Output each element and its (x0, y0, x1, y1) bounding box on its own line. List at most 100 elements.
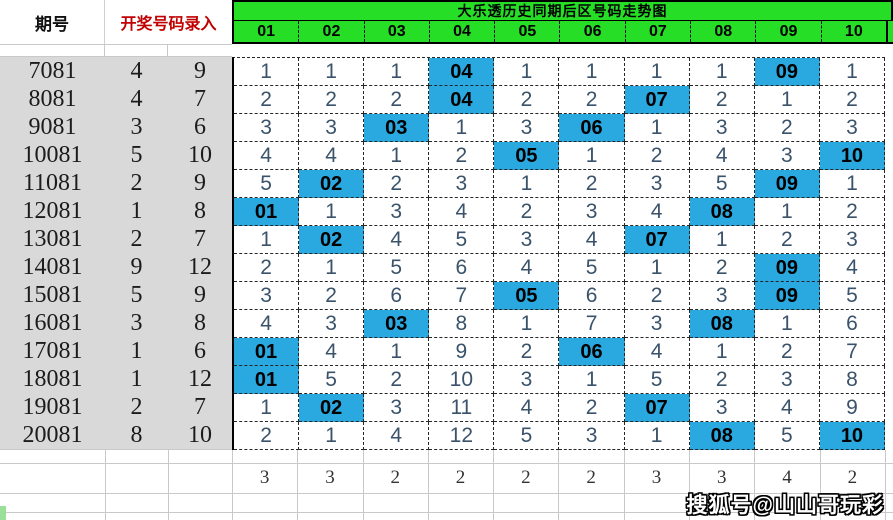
drawn-number-1: 3 (130, 114, 143, 140)
drawn-number-1: 2 (130, 226, 143, 252)
summary-count-07: 3 (651, 467, 662, 488)
trend-cell-12081-09: 1 (754, 198, 820, 226)
summary-count-06: 2 (586, 467, 596, 488)
trend-cell-15081-06: 6 (559, 282, 625, 310)
drawn-number-1: 1 (130, 366, 143, 392)
trend-cell-13081-05: 3 (494, 226, 560, 254)
trend-cell-9081-05: 3 (494, 114, 560, 142)
trend-cell-20081-07: 1 (624, 422, 690, 450)
drawn-number-1: 2 (130, 170, 143, 196)
watermark: 搜狐号@山山哥玩彩 (686, 494, 884, 517)
drawn-number-2: 8 (194, 310, 206, 336)
gridline (885, 450, 886, 520)
trend-cell-15081-09: 09 (754, 282, 820, 310)
summary-count-08: 3 (716, 467, 727, 488)
trend-cell-15081-08: 3 (689, 282, 755, 310)
trend-cell-20081-09: 5 (754, 422, 820, 450)
period-cell: 14081 (22, 254, 83, 280)
trend-cell-14081-02: 1 (299, 254, 365, 282)
trend-cell-14081-10: 4 (819, 254, 885, 282)
trend-cell-12081-04: 4 (429, 198, 495, 226)
drawn-number-2: 9 (194, 58, 206, 84)
trend-cell-8081-09: 1 (754, 86, 820, 114)
drawn-number-2: 12 (188, 254, 212, 280)
trend-cell-7081-07: 1 (624, 58, 690, 86)
trend-cell-15081-04: 7 (429, 282, 495, 310)
trend-cell-16081-05: 1 (494, 310, 560, 338)
green-corner-sliver (0, 506, 6, 520)
trend-cell-8081-04: 04 (429, 86, 495, 114)
trend-cell-9081-03: 03 (364, 114, 430, 142)
drawn-number-1: 3 (130, 310, 143, 336)
trend-cell-10081-10: 10 (819, 142, 885, 170)
trend-cell-11081-01: 5 (234, 170, 300, 198)
trend-cell-12081-08: 08 (689, 198, 755, 226)
trend-cell-11081-03: 2 (364, 170, 430, 198)
trend-cell-10081-05: 05 (494, 142, 560, 170)
trend-cell-20081-01: 2 (234, 422, 300, 450)
trend-cell-19081-05: 4 (494, 394, 560, 422)
trend-cell-16081-07: 3 (624, 310, 690, 338)
summary-count-02: 3 (325, 467, 335, 488)
period-cell: 11081 (22, 170, 83, 196)
chart-title: 大乐透历史同期后区号码走势图 (232, 0, 893, 21)
trend-cell-13081-08: 1 (689, 226, 755, 254)
trend-cell-11081-10: 1 (819, 170, 885, 198)
gridline (624, 450, 625, 520)
period-cell: 7081 (28, 58, 77, 84)
trend-cell-12081-01: 01 (234, 198, 300, 226)
trend-cell-9081-04: 1 (429, 114, 495, 142)
trend-cell-9081-01: 3 (234, 114, 300, 142)
trend-cell-14081-09: 09 (754, 254, 820, 282)
trend-cell-8081-01: 2 (234, 86, 300, 114)
period-cell: 8081 (28, 86, 77, 112)
gridline (689, 450, 690, 520)
trend-cell-17081-05: 2 (494, 338, 560, 366)
trend-cell-8081-07: 07 (624, 86, 690, 114)
drawn-number-2: 9 (194, 282, 206, 308)
drawn-number-2: 6 (194, 114, 206, 140)
trend-cell-17081-06: 06 (559, 338, 625, 366)
gridline (558, 450, 559, 520)
trend-cell-13081-07: 07 (624, 226, 690, 254)
trend-cell-17081-07: 4 (624, 338, 690, 366)
trend-cell-19081-08: 3 (689, 394, 755, 422)
gridline (754, 450, 755, 520)
trend-cell-13081-10: 3 (819, 226, 885, 254)
trend-cell-20081-06: 3 (559, 422, 625, 450)
trend-cell-10081-02: 4 (299, 142, 365, 170)
drawn-number-2: 8 (194, 198, 206, 224)
drawn-number-1: 1 (130, 338, 143, 364)
trend-cell-17081-09: 2 (754, 338, 820, 366)
gridline (363, 450, 364, 520)
trend-cell-19081-02: 02 (299, 394, 365, 422)
gridline (168, 450, 169, 520)
column-header-01: 01 (234, 21, 300, 42)
column-header-04: 04 (430, 21, 496, 42)
trend-cell-17081-04: 9 (429, 338, 495, 366)
gridline (493, 450, 494, 520)
trend-cell-15081-03: 6 (364, 282, 430, 310)
trend-cell-9081-06: 06 (559, 114, 625, 142)
period-cell: 16081 (22, 310, 83, 336)
period-cell: 9081 (28, 114, 77, 140)
column-header-07: 07 (626, 21, 692, 42)
drawn-number-1: 8 (130, 422, 143, 448)
drawn-number-1: 2 (130, 394, 143, 420)
trend-cell-16081-06: 7 (559, 310, 625, 338)
gridline (0, 463, 893, 464)
column-header-06: 06 (560, 21, 626, 42)
trend-cell-9081-09: 2 (754, 114, 820, 142)
trend-cell-10081-08: 4 (689, 142, 755, 170)
spacer-cell (168, 45, 232, 56)
trend-cell-13081-02: 02 (299, 226, 365, 254)
trend-cell-20081-03: 4 (364, 422, 430, 450)
trend-cell-7081-04: 04 (429, 58, 495, 86)
drawn-number-1: 4 (130, 86, 143, 112)
trend-cell-11081-05: 1 (494, 170, 560, 198)
gridline (297, 450, 298, 520)
trend-cell-8081-10: 2 (819, 86, 885, 114)
entry-header-cell: 开奖号码录入 (120, 16, 217, 33)
trend-cell-8081-03: 2 (364, 86, 430, 114)
trend-cell-17081-08: 1 (689, 338, 755, 366)
